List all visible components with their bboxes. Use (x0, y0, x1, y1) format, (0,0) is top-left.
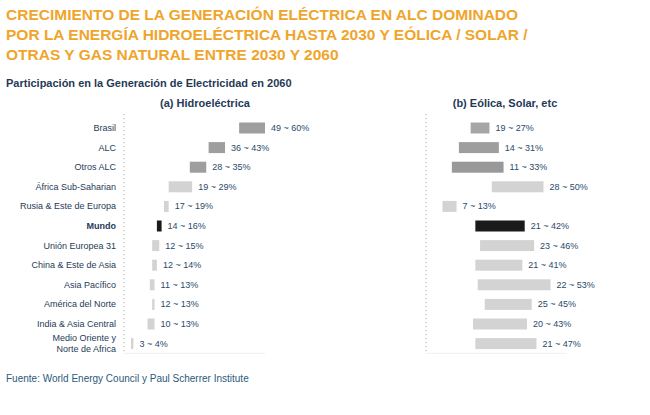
range-bar (164, 201, 169, 212)
range-bar (152, 299, 154, 310)
range-bar (209, 142, 225, 153)
data-label: 20 ~ 43% (533, 319, 571, 329)
range-bar (190, 162, 206, 173)
range-bar (471, 123, 490, 134)
range-bar (452, 162, 504, 173)
data-label: 23 ~ 46% (540, 241, 578, 251)
axis-range (426, 353, 567, 354)
category-label: Medio Oriente yNorte de Africa (52, 333, 116, 354)
bars (131, 123, 265, 350)
range-bar (442, 201, 456, 212)
data-label: 49 ~ 60% (271, 123, 309, 133)
category-label: Unión Europea 31 (43, 241, 116, 251)
bars (442, 123, 550, 350)
data-label: 11 ~ 33% (510, 162, 548, 172)
data-label: 10 ~ 13% (161, 319, 199, 329)
category-label: Brasil (93, 123, 116, 133)
category-label: Mundo (87, 221, 117, 231)
data-label: 36 ~ 43% (231, 143, 269, 153)
data-label: 7 ~ 13% (463, 201, 496, 211)
source: Fuente: World Energy Council y Paul Sche… (6, 373, 249, 384)
axis-range (124, 353, 265, 354)
range-bar (475, 221, 524, 232)
range-bar (473, 319, 527, 330)
data-label: 19 ~ 29% (198, 182, 236, 192)
panel-title: (a) Hidroeléctrica (160, 97, 251, 109)
data-label: 11 ~ 13% (161, 280, 199, 290)
data-label: 12 ~ 13% (161, 299, 199, 309)
data-label: 17 ~ 19% (175, 201, 213, 211)
category-label: América del Norte (44, 299, 116, 309)
axis-line (124, 114, 125, 353)
range-bar (148, 319, 155, 330)
data-label: 21 ~ 42% (531, 221, 569, 231)
range-bar (169, 181, 193, 192)
range-bar (475, 338, 536, 349)
category-label: India & Asia Central (37, 319, 116, 329)
data-label: 28 ~ 35% (212, 162, 250, 172)
range-bar (480, 240, 534, 251)
subtitle: Participación en la Generación de Electr… (6, 77, 292, 89)
panel-title: (b) Eólica, Solar, etc (453, 97, 558, 109)
range-bar (459, 142, 499, 153)
axis-line (426, 114, 427, 353)
range-bar (150, 279, 155, 290)
range-bar (152, 260, 157, 271)
range-bar (157, 221, 162, 232)
data-label: 21 ~ 41% (528, 260, 566, 270)
data-label: 14 ~ 16% (168, 221, 206, 231)
data-label: 12 ~ 15% (165, 241, 203, 251)
data-label: 14 ~ 31% (505, 143, 543, 153)
category-label: África Sub-Saharian (35, 182, 116, 192)
data-label: 12 ~ 14% (163, 260, 201, 270)
data-label: 22 ~ 53% (557, 280, 595, 290)
range-bar (478, 279, 551, 290)
category-label: Asia Pacífico (64, 280, 116, 290)
data-label: 25 ~ 45% (538, 299, 576, 309)
data-label: 19 ~ 27% (495, 123, 533, 133)
chart: CRECIMIENTO DE LA GENERACIÓN ELÉCTRICA E… (0, 0, 650, 415)
range-bar (131, 338, 133, 349)
range-bar (475, 260, 522, 271)
range-bar (485, 299, 532, 310)
range-bar (152, 240, 159, 251)
category-label: Rusia & Este de Europa (20, 201, 116, 211)
range-bar (492, 181, 544, 192)
data-label: 28 ~ 50% (550, 182, 588, 192)
category-label: ALC (98, 143, 116, 153)
data-label: 3 ~ 4% (139, 339, 167, 349)
range-bar (239, 123, 265, 134)
category-label: Otros ALC (74, 162, 116, 172)
title: CRECIMIENTO DE LA GENERACIÓN ELÉCTRICA E… (6, 6, 528, 63)
data-label: 21 ~ 47% (542, 339, 580, 349)
category-label: China & Este de Asia (31, 260, 116, 270)
